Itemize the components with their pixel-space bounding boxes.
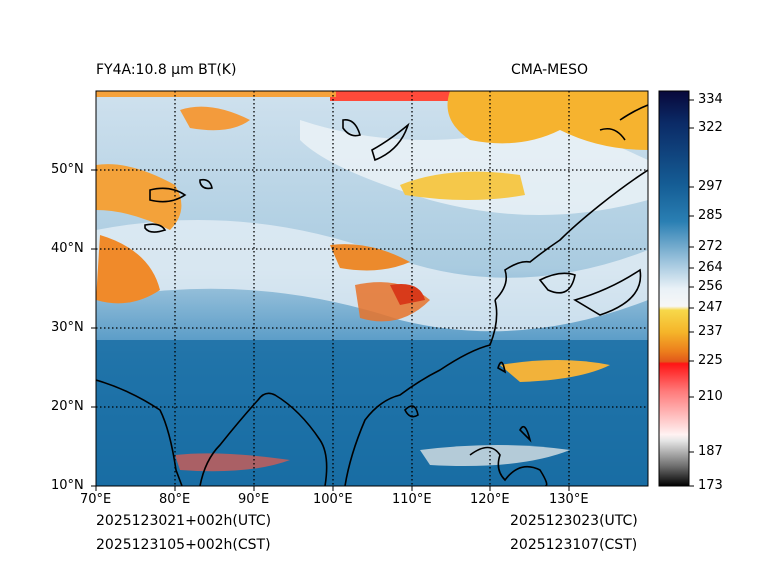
x-tick-label: 110°E	[392, 492, 432, 507]
colorbar-label: 256	[698, 279, 723, 294]
colorbar-label: 264	[698, 260, 723, 275]
valid-time-utc: 2025123023(UTC)	[510, 513, 638, 529]
y-tick-label: 50°N	[51, 162, 84, 177]
init-time-cst: 2025123105+002h(CST)	[96, 537, 271, 553]
x-tick-label: 100°E	[313, 492, 353, 507]
colorbar-label: 210	[698, 389, 723, 404]
satellite-image	[96, 91, 648, 486]
x-tick-label: 90°E	[238, 492, 270, 507]
colorbar-label: 237	[698, 324, 723, 339]
colorbar-label: 173	[698, 478, 723, 493]
y-tick-label: 10°N	[51, 478, 84, 493]
colorbar-label: 272	[698, 239, 723, 254]
valid-time-cst: 2025123107(CST)	[510, 537, 638, 553]
map-title: FY4A:10.8 µm BT(K)	[96, 62, 237, 78]
colorbar	[658, 90, 690, 487]
init-time-utc: 2025123021+002h(UTC)	[96, 513, 272, 529]
y-tick-label: 20°N	[51, 399, 84, 414]
coastlines	[96, 104, 648, 486]
y-tick-label: 40°N	[51, 241, 84, 256]
axis-ticks	[91, 169, 570, 491]
x-tick-label: 80°E	[159, 492, 191, 507]
x-tick-label: 70°E	[80, 492, 112, 507]
model-label: CMA-MESO	[511, 62, 589, 78]
x-tick-label: 120°E	[470, 492, 510, 507]
y-tick-label: 30°N	[51, 320, 84, 335]
colorbar-label: 322	[698, 120, 723, 135]
colorbar-label: 297	[698, 179, 723, 194]
colorbar-label: 285	[698, 208, 723, 223]
colorbar-label: 187	[698, 444, 723, 459]
colorbar-label: 334	[698, 92, 723, 107]
map-frame	[95, 90, 649, 487]
colorbar-label: 225	[698, 353, 723, 368]
x-tick-label: 130°E	[549, 492, 589, 507]
colorbar-label: 247	[698, 300, 723, 315]
colorbar-ticks	[689, 99, 694, 487]
graticule	[96, 91, 648, 486]
